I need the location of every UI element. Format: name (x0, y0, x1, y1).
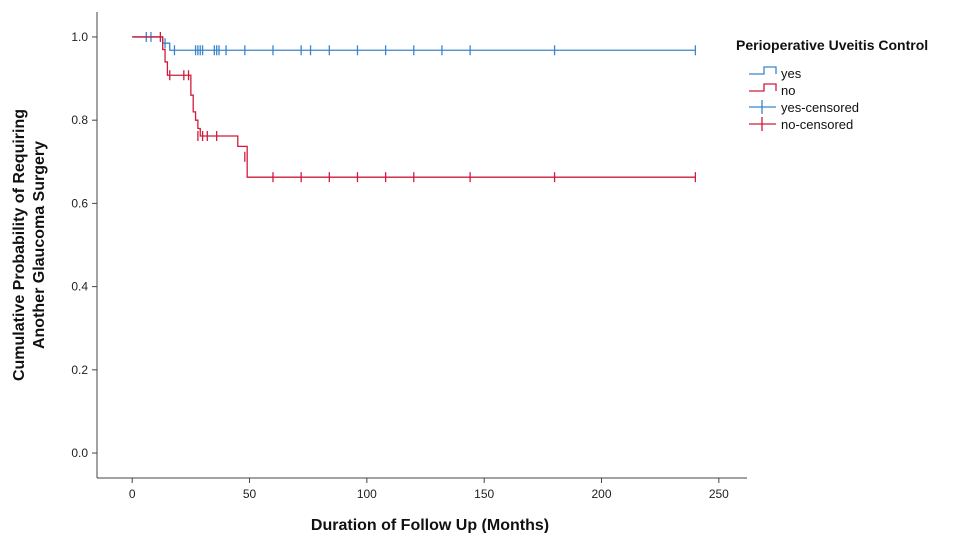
y-tick-label: 0.2 (71, 363, 88, 377)
y-tick-label: 0.4 (71, 280, 88, 294)
y-axis-title-line-2: Another Glaucoma Surgery (31, 141, 48, 349)
legend-label-no-censored: no-censored (781, 117, 853, 132)
y-axis-ticks: 0.0 0.2 0.4 0.6 0.8 1.0 (71, 30, 97, 460)
legend-swatch-yes (749, 66, 777, 75)
series-no (132, 31, 697, 183)
x-axis-ticks: 0 50 100 150 200 250 (129, 478, 729, 501)
series-yes (132, 31, 697, 56)
series-layer (132, 31, 697, 183)
legend-item-yes: yes (749, 66, 802, 81)
legend: Perioperative Uveitis Control yes no yes… (736, 37, 928, 132)
series-line-no (132, 36, 696, 178)
x-tick-label: 100 (357, 487, 377, 501)
y-tick-label: 1.0 (71, 30, 88, 44)
legend-item-no: no (749, 83, 795, 98)
legend-label-yes-censored: yes-censored (781, 100, 859, 115)
x-tick-label: 200 (591, 487, 611, 501)
legend-title: Perioperative Uveitis Control (736, 37, 928, 53)
y-tick-label: 0.6 (71, 196, 88, 210)
y-axis-title-line-1: Cumulative Probability of Requiring (11, 109, 28, 381)
legend-item-yes-censored: yes-censored (749, 100, 859, 115)
y-tick-label: 0.0 (71, 446, 88, 460)
legend-swatch-no-censored (749, 117, 776, 131)
legend-swatch-yes-censored (749, 100, 776, 114)
x-tick-label: 150 (474, 487, 494, 501)
legend-label-no: no (781, 83, 795, 98)
legend-item-no-censored: no-censored (749, 117, 853, 132)
x-tick-label: 0 (129, 487, 136, 501)
legend-label-yes: yes (781, 66, 802, 81)
x-axis-title: Duration of Follow Up (Months) (311, 517, 549, 533)
y-tick-label: 0.8 (71, 113, 88, 127)
x-tick-label: 50 (243, 487, 257, 501)
legend-swatch-no (749, 83, 777, 92)
x-tick-label: 250 (709, 487, 729, 501)
y-axis-title: Cumulative Probability of Requiring Anot… (11, 109, 48, 381)
